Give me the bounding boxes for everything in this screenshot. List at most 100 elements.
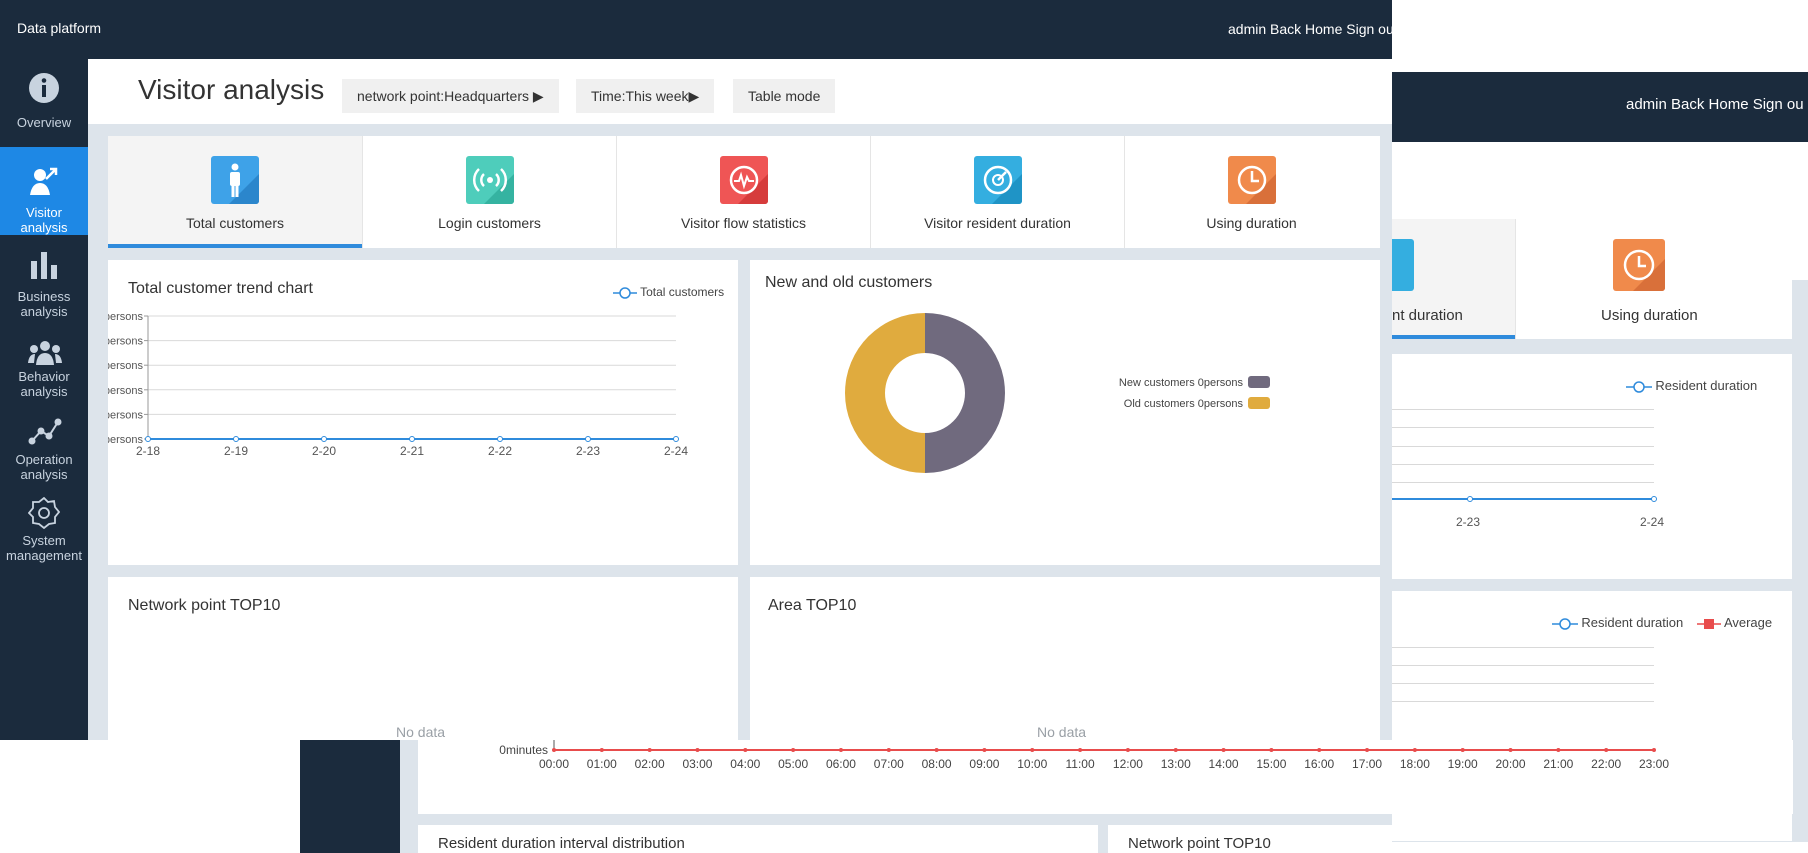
data-point <box>1078 748 1083 752</box>
clock-icon <box>1613 239 1665 291</box>
user-links[interactable]: admin Back Home Sign ou <box>1228 21 1392 37</box>
legend-label: Old customers 0persons <box>1124 398 1244 410</box>
tab-login-customers[interactable]: Login customers <box>362 136 616 248</box>
tab-visitor-flow-statistics[interactable]: Visitor flow statistics <box>616 136 870 248</box>
table-mode-button[interactable]: Table mode <box>733 79 836 113</box>
legend-swatch <box>1248 376 1270 388</box>
sidebar-item-label: analysis <box>20 384 68 399</box>
legend-swatch <box>1248 397 1270 409</box>
tab-using-duration[interactable]: Using duration <box>1124 136 1378 248</box>
data-point <box>1125 748 1130 752</box>
tab-visitor-resident-duration[interactable]: Visitor resident duration <box>870 136 1124 248</box>
sidebar-item-label: analysis <box>20 304 68 319</box>
data-point <box>673 436 679 442</box>
area-top10-card: Area TOP10 No data <box>750 577 1380 740</box>
grid-line <box>1392 427 1654 428</box>
clock-icon <box>1228 156 1276 204</box>
x-tick-label: 17:00 <box>1352 757 1382 771</box>
data-point <box>791 748 796 752</box>
data-point <box>1460 748 1465 752</box>
info-icon <box>29 73 59 103</box>
network-point-top10-card: Network point TOP10 No data <box>108 577 738 740</box>
data-point <box>886 748 891 752</box>
data-point <box>233 436 239 442</box>
new-old-customers-card: New and old customers New customers 0per… <box>750 260 1380 565</box>
series-line <box>1392 496 1657 502</box>
x-tick-label: 14:00 <box>1209 757 1239 771</box>
x-tick-label: 2-18 <box>136 444 160 458</box>
x-tick-label: 2-22 <box>488 444 512 458</box>
time-filter[interactable]: Time:This week▶ <box>576 79 715 113</box>
tab-label: Total customers <box>185 215 285 231</box>
x-tick-label: 10:00 <box>1017 757 1047 771</box>
x-tick-label: 06:00 <box>826 757 856 771</box>
trend-chart-card: Total customer trend chart Total custome… <box>108 260 738 565</box>
pie-slice <box>925 313 1005 473</box>
empty-state: No data <box>396 724 446 740</box>
x-tick-label: 05:00 <box>778 757 808 771</box>
y-tick-label: 2persons <box>108 409 143 421</box>
sidebar-item-overview[interactable]: Overview <box>0 59 88 147</box>
sidebar-background <box>300 736 400 853</box>
tab-using-duration[interactable]: Using duration <box>1515 219 1793 339</box>
data-point <box>321 436 327 442</box>
x-tick-label: 09:00 <box>969 757 999 771</box>
data-point <box>1269 748 1274 752</box>
empty-state: No data <box>1037 724 1087 740</box>
y-tick-label: 6persons <box>108 360 143 372</box>
legend-label: Resident duration <box>1655 378 1758 393</box>
y-tick-label: 8persons <box>108 336 143 348</box>
x-tick-label: 15:00 <box>1256 757 1286 771</box>
sidebar-item-visitor-analysis[interactable]: Visitor analysis <box>0 147 88 235</box>
network-point-filter[interactable]: network point:Headquarters ▶ <box>342 79 559 113</box>
data-point <box>1604 748 1609 752</box>
x-tick-label: 18:00 <box>1400 757 1430 771</box>
background-window-right: admin Back Home Sign ou nt duration Usin… <box>1392 72 1808 842</box>
gauge-icon <box>974 156 1022 204</box>
person-icon <box>211 156 259 204</box>
legend-label: Average <box>1723 615 1773 630</box>
gear-icon <box>28 497 60 529</box>
grid-line <box>1392 409 1654 410</box>
sidebar-item-system-management[interactable]: System management <box>0 497 88 587</box>
grid-line <box>1392 464 1654 465</box>
sidebar-item-behavior-analysis[interactable]: Behavior analysis <box>0 323 88 411</box>
grid-line <box>1392 446 1654 447</box>
sidebar-item-label: management <box>6 548 82 563</box>
data-point <box>145 436 151 442</box>
grid-line <box>1392 683 1654 684</box>
sidebar-item-label: Behavior <box>18 369 70 384</box>
sidebar-item-business-analysis[interactable]: Business analysis <box>0 235 88 323</box>
pie-slice <box>845 313 925 473</box>
data-point <box>934 748 939 752</box>
x-tick-label: 2-23 <box>1456 515 1481 529</box>
user-links[interactable]: admin Back Home Sign ou <box>1626 96 1804 113</box>
bar-chart-icon <box>31 252 57 279</box>
data-point <box>1412 748 1417 752</box>
chart-legend: Resident duration Average <box>1552 615 1772 630</box>
resident-duration-hourly-chart <box>418 740 1793 814</box>
card-resident-interval: Resident duration interval distribution <box>418 825 1098 853</box>
tab-resident-duration[interactable]: nt duration <box>1392 219 1515 339</box>
visitor-icon <box>30 167 58 195</box>
tab-total-customers[interactable]: Total customers <box>108 136 362 248</box>
sidebar-item-label: Business <box>17 289 71 304</box>
x-tick-label: 2-20 <box>312 444 336 458</box>
data-point <box>647 748 652 752</box>
card-title: New and old customers <box>765 274 933 291</box>
sidebar-item-label: System <box>22 533 66 548</box>
tab-label: nt duration <box>1392 307 1463 324</box>
x-tick-label: 22:00 <box>1591 757 1621 771</box>
legend-label: New customers 0persons <box>1119 377 1244 389</box>
data-point <box>599 748 604 752</box>
x-tick-label: 13:00 <box>1161 757 1191 771</box>
grid-line <box>1392 665 1654 666</box>
x-tick-label: 12:00 <box>1113 757 1143 771</box>
pulse-icon <box>720 156 768 204</box>
top-bar: admin Back Home Sign ou <box>1392 72 1808 142</box>
tab-label: Visitor resident duration <box>924 215 1071 231</box>
sidebar-item-operation-analysis[interactable]: Operation analysis <box>0 411 88 499</box>
x-tick-label: 03:00 <box>682 757 712 771</box>
app-name: Data platform <box>17 20 102 36</box>
